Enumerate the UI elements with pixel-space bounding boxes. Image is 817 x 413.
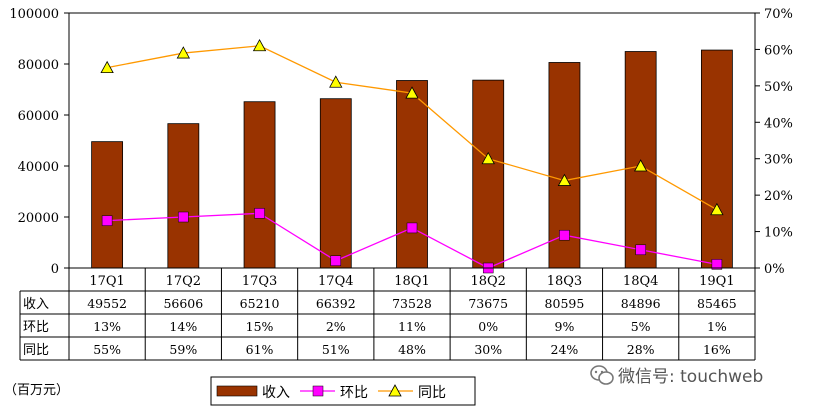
table-cell: 51%	[322, 342, 350, 357]
table-cell: 61%	[246, 342, 274, 357]
left-axis-tick-label: 40000	[18, 160, 59, 175]
qoq-point-17Q3	[254, 208, 265, 219]
qoq-point-17Q1	[101, 215, 113, 226]
left-axis-tick-label: 60000	[18, 109, 59, 124]
table-cell: 55%	[93, 342, 121, 357]
watermark-text: 微信号: touchweb	[618, 367, 763, 387]
qoq-point-17Q4	[330, 255, 342, 266]
category-label: 19Q1	[699, 274, 734, 289]
right-axis-tick-label: 0%	[764, 262, 785, 277]
table-cell: 59%	[169, 342, 197, 357]
table-cell: 13%	[93, 319, 121, 334]
ratio-lines	[100, 38, 724, 274]
table-cell: 56606	[163, 296, 203, 311]
table-cell: 15%	[246, 319, 274, 334]
bar-17Q3	[243, 101, 276, 269]
qoq-point-17Q2	[178, 211, 189, 223]
qoq-point-18Q3	[559, 229, 570, 241]
table-cell: 16%	[703, 342, 731, 357]
left-axis-tick-label: 0	[51, 262, 59, 277]
right-axis-tick-label: 50%	[764, 80, 793, 95]
table-row-label: 环比	[23, 320, 49, 335]
bar-18Q1	[396, 80, 428, 269]
data-table: 17Q1 17Q2 17Q3 17Q4 18Q1 18Q2 18Q3 18Q4 19Q1 收入 49…	[19, 267, 756, 361]
revenue-bars	[91, 49, 733, 269]
legend: 收入 环比 同比	[210, 376, 476, 406]
qoq-point-18Q4	[635, 244, 646, 256]
right-axis-tick-label: 20%	[764, 189, 793, 204]
yoy-point-17Q1	[100, 60, 114, 74]
yoy-point-17Q4	[329, 75, 343, 88]
bar-18Q2	[472, 79, 505, 269]
yoy-point-17Q3	[252, 38, 267, 52]
bar-17Q2	[167, 123, 200, 269]
table-cell: 66392	[316, 296, 356, 311]
yoy-point-19Q1	[710, 202, 724, 216]
left-axis-tick-label: 100000	[9, 7, 59, 22]
watermark: 微信号: touchweb	[590, 365, 763, 387]
table-cell: 65210	[240, 296, 280, 311]
wechat-icon	[590, 365, 614, 385]
table-cell: 5%	[631, 319, 651, 334]
unit-label: （百万元）	[4, 383, 69, 398]
bar-19Q1	[700, 49, 733, 269]
table-cell: 1%	[707, 319, 727, 334]
table-cell: 73675	[468, 296, 508, 311]
axes: 0 20000 40000 60000 80000 100000 0% 10% 20% 30% 40…	[9, 7, 793, 277]
table-cell: 30%	[474, 342, 502, 357]
yoy-point-18Q1	[405, 86, 419, 99]
legend-label: 同比	[418, 385, 446, 401]
legend-swatch-revenue	[216, 385, 258, 397]
qoq-point-19Q1	[711, 259, 723, 270]
category-label: 17Q1	[89, 274, 124, 289]
bar-17Q4	[319, 98, 352, 269]
right-axis-tick-label: 30%	[764, 153, 793, 168]
legend-marker-yoy	[388, 384, 402, 397]
right-axis-tick-label: 40%	[764, 116, 793, 131]
table-row-label: 同比	[23, 343, 49, 358]
yoy-point-18Q4	[633, 159, 648, 172]
category-label: 18Q1	[394, 274, 429, 289]
yoy-point-18Q3	[557, 173, 572, 186]
yoy-point-18Q2	[481, 151, 495, 165]
legend-label: 环比	[340, 385, 368, 401]
table-cell: 84896	[621, 296, 661, 311]
qoq-point-18Q1	[406, 222, 418, 234]
category-label: 18Q2	[470, 274, 505, 289]
table-cell: 14%	[169, 319, 197, 334]
left-axis-tick-label: 20000	[18, 211, 59, 226]
right-axis-tick-label: 70%	[764, 7, 793, 22]
category-label: 18Q3	[547, 274, 582, 289]
legend-marker-qoq	[312, 385, 324, 397]
category-label: 18Q4	[623, 274, 658, 289]
table-cell: 85465	[697, 296, 737, 311]
legend-label: 收入	[262, 385, 290, 401]
table-cell: 2%	[326, 319, 346, 334]
category-label: 17Q4	[318, 274, 353, 289]
table-cell: 80595	[545, 296, 585, 311]
table-row-label: 收入	[23, 297, 49, 312]
table-cell: 24%	[551, 342, 579, 357]
table-cell: 73528	[392, 296, 432, 311]
bar-17Q1	[91, 141, 124, 269]
table-cell: 0%	[478, 319, 498, 334]
yoy-point-17Q2	[176, 46, 191, 59]
left-axis-tick-label: 80000	[18, 58, 59, 73]
right-axis-tick-label: 60%	[764, 43, 793, 58]
right-axis-tick-label: 10%	[764, 226, 793, 241]
category-label: 17Q2	[166, 274, 201, 289]
table-cell: 9%	[555, 319, 575, 334]
table-cell: 11%	[398, 319, 426, 334]
table-cell: 49552	[87, 296, 127, 311]
category-label: 17Q3	[242, 274, 277, 289]
table-cell: 28%	[627, 342, 655, 357]
table-cell: 48%	[398, 342, 426, 357]
